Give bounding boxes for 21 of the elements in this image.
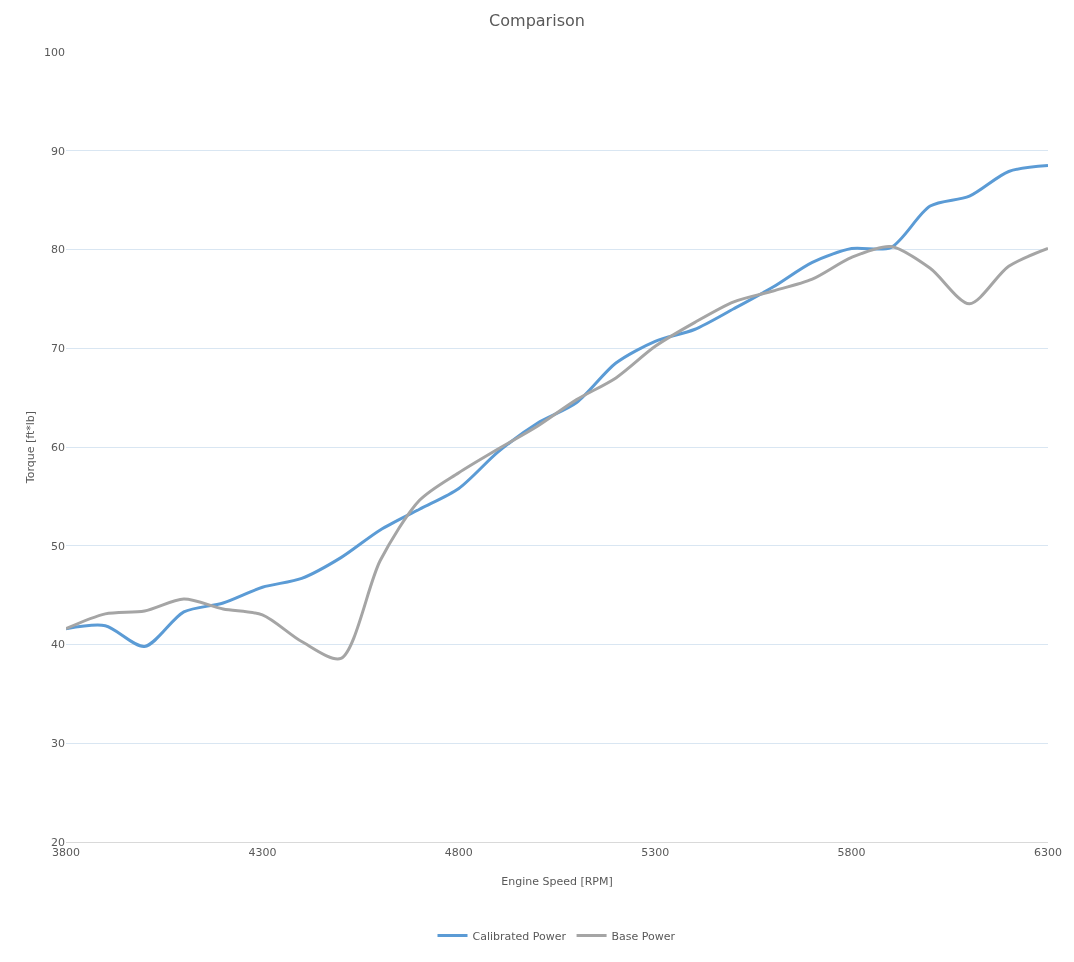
legend-label: Calibrated Power [472, 929, 567, 943]
y-tick-label: 90 [51, 144, 65, 158]
line-series [66, 245, 1048, 661]
y-axis-title: Torque [ft*lb] [24, 410, 37, 485]
chart-title: Comparison [489, 10, 585, 30]
y-tick-label: 70 [51, 342, 65, 356]
x-tick-label: 4800 [444, 846, 473, 860]
y-tick-label: 100 [44, 45, 65, 59]
y-tick-label: 80 [51, 243, 65, 257]
x-tick-label: 3800 [52, 846, 80, 860]
x-tick-label: 5300 [641, 846, 670, 860]
y-tick-label: 20 [51, 835, 65, 849]
y-tick-label: 40 [51, 638, 65, 652]
x-axis-title: Engine Speed [RPM] [501, 875, 613, 888]
y-tick-label: 60 [51, 440, 65, 454]
y-tick-label: 30 [51, 737, 65, 751]
legend-label: Base Power [611, 929, 676, 943]
x-tick-label: 6300 [1034, 846, 1062, 860]
x-tick-label: 5800 [837, 846, 866, 860]
x-tick-label: 4300 [248, 846, 277, 860]
y-tick-label: 50 [51, 539, 65, 553]
